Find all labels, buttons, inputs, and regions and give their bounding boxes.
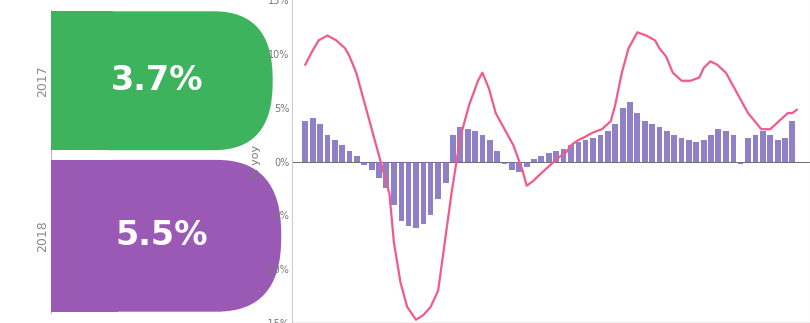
Bar [509, 162, 515, 170]
Bar [347, 151, 352, 162]
Bar [420, 162, 426, 224]
Bar [494, 151, 500, 162]
Bar [561, 149, 566, 162]
Bar [539, 156, 544, 162]
Bar [487, 140, 492, 162]
Bar [582, 140, 588, 162]
Bar [310, 119, 316, 162]
Text: 2017: 2017 [36, 65, 49, 97]
Bar [664, 131, 670, 162]
Bar [531, 159, 537, 162]
Bar [679, 138, 684, 162]
Text: 2018: 2018 [36, 220, 49, 252]
Bar [524, 162, 530, 167]
Bar [354, 156, 360, 162]
Bar [686, 140, 692, 162]
Bar [472, 131, 478, 162]
FancyBboxPatch shape [51, 160, 281, 312]
Bar [775, 140, 781, 162]
Bar [361, 162, 367, 165]
Bar [406, 162, 411, 226]
Bar [413, 162, 419, 228]
Bar [428, 162, 433, 215]
Bar [339, 145, 345, 162]
Bar [332, 140, 338, 162]
Bar [383, 162, 390, 188]
Bar [709, 135, 714, 162]
Text: 3.7%: 3.7% [111, 64, 204, 97]
Bar [671, 135, 677, 162]
Bar [465, 129, 471, 162]
Bar [693, 142, 699, 162]
Bar [745, 138, 751, 162]
Bar [731, 135, 736, 162]
Bar [612, 124, 618, 162]
Bar [701, 140, 706, 162]
Bar [649, 124, 654, 162]
Bar [627, 102, 633, 162]
Bar [715, 129, 721, 162]
Bar [657, 127, 663, 162]
Bar [568, 145, 573, 162]
FancyBboxPatch shape [51, 11, 273, 150]
Bar [302, 120, 309, 162]
Bar [450, 135, 456, 162]
Bar [325, 135, 330, 162]
Bar [790, 120, 795, 162]
Bar [369, 162, 374, 170]
Bar [51, 160, 118, 312]
Bar [501, 162, 507, 164]
Bar [391, 162, 397, 204]
Bar [752, 135, 758, 162]
Bar [634, 113, 640, 162]
Bar [546, 153, 552, 162]
Bar [317, 124, 323, 162]
Bar [480, 135, 485, 162]
Bar [760, 131, 765, 162]
Bar [576, 142, 582, 162]
Bar [782, 138, 787, 162]
Bar [590, 138, 596, 162]
Bar [605, 131, 611, 162]
Y-axis label: % yoy: % yoy [251, 144, 262, 179]
Bar [767, 135, 773, 162]
Bar [458, 127, 463, 162]
Bar [377, 162, 382, 178]
Bar [516, 162, 522, 172]
Bar [435, 162, 441, 199]
Bar [620, 108, 625, 162]
Bar [598, 135, 603, 162]
Bar [642, 120, 648, 162]
Bar [443, 162, 449, 183]
Text: 5.5%: 5.5% [115, 219, 208, 252]
Bar [51, 11, 113, 150]
Bar [553, 151, 559, 162]
Bar [399, 162, 404, 221]
Bar [723, 131, 729, 162]
Bar [738, 162, 744, 164]
